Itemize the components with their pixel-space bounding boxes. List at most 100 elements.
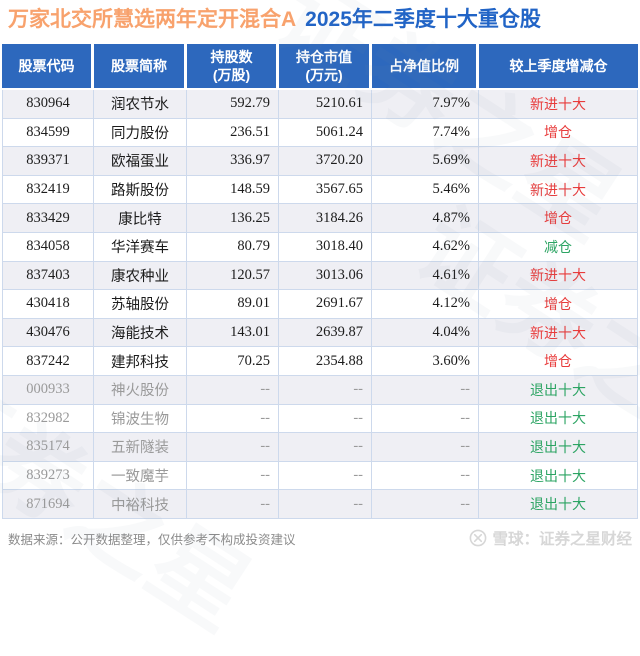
stock-code: 832982 (2, 404, 94, 434)
data-source-note: 数据来源：公开数据整理，仅供参考不构成投资建议 (8, 532, 296, 547)
market-value: 5210.61 (279, 90, 372, 119)
position-change: 退出十大 (479, 375, 638, 405)
stock-name: 一致魔芋 (94, 461, 187, 491)
market-value: 2639.87 (279, 318, 372, 348)
header-stock-code: 股票代码 (2, 44, 94, 90)
stock-name: 锦波生物 (94, 404, 187, 434)
position-change: 减仓 (479, 232, 638, 262)
net-value-ratio: -- (372, 433, 479, 462)
table-row: 833429 康比特 136.25 3184.26 4.87% 增仓 (2, 204, 638, 233)
stock-code: 830964 (2, 90, 94, 119)
net-value-ratio: 7.74% (372, 118, 479, 148)
position-change: 增仓 (479, 347, 638, 376)
xueqiu-logo-icon (469, 529, 487, 547)
page-title: 万家北交所慧选两年定开混合A 2025年二季度十大重仓股 (8, 7, 636, 32)
stock-name: 康农种业 (94, 261, 187, 291)
shares-held: 592.79 (187, 90, 279, 119)
stock-name: 华洋赛车 (94, 232, 187, 262)
market-value: -- (279, 490, 372, 519)
stock-code: 833429 (2, 204, 94, 233)
fund-name: 万家北交所慧选两年定开混合A (8, 8, 297, 31)
stock-code: 834058 (2, 232, 94, 262)
stock-name: 五新隧装 (94, 433, 187, 462)
table-row: 832982 锦波生物 -- -- -- 退出十大 (2, 404, 638, 434)
stock-code: 871694 (2, 490, 94, 519)
table-row: 839371 欧福蛋业 336.97 3720.20 5.69% 新进十大 (2, 147, 638, 176)
net-value-ratio: 4.62% (372, 232, 479, 262)
position-change: 增仓 (479, 290, 638, 319)
stock-code: 832419 (2, 175, 94, 205)
net-value-ratio: 3.60% (372, 347, 479, 376)
report-period: 2025年二季度十大重仓股 (305, 8, 541, 31)
table-row: 837242 建邦科技 70.25 2354.88 3.60% 增仓 (2, 347, 638, 376)
position-change: 增仓 (479, 204, 638, 233)
page: { "title": { "fund_name": "万家北交所慧选两年定开混合… (2, 7, 638, 549)
footer: 数据来源：公开数据整理，仅供参考不构成投资建议 雪球：证券之星财经 (8, 527, 632, 549)
header-stock-name: 股票简称 (94, 44, 187, 90)
stock-name: 康比特 (94, 204, 187, 233)
stock-name: 海能技术 (94, 318, 187, 348)
stock-code: 000933 (2, 375, 94, 405)
market-value: 3184.26 (279, 204, 372, 233)
stock-name: 苏轴股份 (94, 290, 187, 319)
stock-code: 839273 (2, 461, 94, 491)
shares-held: 236.51 (187, 118, 279, 148)
header-market-value: 持仓市值 (万元) (279, 44, 372, 90)
brand-watermark: 雪球：证券之星财经 (469, 527, 632, 549)
position-change: 新进十大 (479, 261, 638, 291)
header-shares-held: 持股数 (万股) (187, 44, 279, 90)
table-row: 871694 中裕科技 -- -- -- 退出十大 (2, 490, 638, 519)
position-change: 退出十大 (479, 461, 638, 491)
position-change: 新进十大 (479, 175, 638, 205)
position-change: 新进十大 (479, 147, 638, 176)
net-value-ratio: 4.12% (372, 290, 479, 319)
brand-label: 雪球：证券之星财经 (492, 531, 632, 548)
position-change: 退出十大 (479, 490, 638, 519)
table-header-row: 股票代码 股票简称 持股数 (万股) 持仓市值 (万元) 占净值比例 较上季度增… (2, 44, 638, 90)
net-value-ratio: 4.87% (372, 204, 479, 233)
stock-name: 润农节水 (94, 90, 187, 119)
stock-code: 837242 (2, 347, 94, 376)
header-net-value-ratio: 占净值比例 (372, 44, 479, 90)
table-row: 834058 华洋赛车 80.79 3018.40 4.62% 减仓 (2, 232, 638, 262)
shares-held: -- (187, 490, 279, 519)
net-value-ratio: -- (372, 404, 479, 434)
shares-held: 120.57 (187, 261, 279, 291)
stock-name: 中裕科技 (94, 490, 187, 519)
position-change: 新进十大 (479, 90, 638, 119)
table-row: 834599 同力股份 236.51 5061.24 7.74% 增仓 (2, 118, 638, 148)
table-row: 830964 润农节水 592.79 5210.61 7.97% 新进十大 (2, 90, 638, 119)
market-value: 3567.65 (279, 175, 372, 205)
net-value-ratio: -- (372, 490, 479, 519)
market-value: -- (279, 404, 372, 434)
table-row: 839273 一致魔芋 -- -- -- 退出十大 (2, 461, 638, 491)
stock-name: 神火股份 (94, 375, 187, 405)
stock-code: 430418 (2, 290, 94, 319)
shares-held: -- (187, 404, 279, 434)
shares-held: 89.01 (187, 290, 279, 319)
market-value: 3018.40 (279, 232, 372, 262)
market-value: -- (279, 433, 372, 462)
net-value-ratio: 4.61% (372, 261, 479, 291)
stock-code: 839371 (2, 147, 94, 176)
net-value-ratio: 5.46% (372, 175, 479, 205)
shares-held: 80.79 (187, 232, 279, 262)
position-change: 退出十大 (479, 404, 638, 434)
table-row: 430418 苏轴股份 89.01 2691.67 4.12% 增仓 (2, 290, 638, 319)
stock-name: 建邦科技 (94, 347, 187, 376)
market-value: -- (279, 375, 372, 405)
table-row: 832419 路斯股份 148.59 3567.65 5.46% 新进十大 (2, 175, 638, 205)
market-value: 5061.24 (279, 118, 372, 148)
shares-held: -- (187, 461, 279, 491)
shares-held: 143.01 (187, 318, 279, 348)
market-value: 2691.67 (279, 290, 372, 319)
stock-code: 430476 (2, 318, 94, 348)
stock-name: 路斯股份 (94, 175, 187, 205)
shares-held: 148.59 (187, 175, 279, 205)
net-value-ratio: -- (372, 461, 479, 491)
shares-held: -- (187, 433, 279, 462)
position-change: 退出十大 (479, 433, 638, 462)
table-row: 835174 五新隧装 -- -- -- 退出十大 (2, 433, 638, 462)
market-value: 2354.88 (279, 347, 372, 376)
net-value-ratio: 4.04% (372, 318, 479, 348)
